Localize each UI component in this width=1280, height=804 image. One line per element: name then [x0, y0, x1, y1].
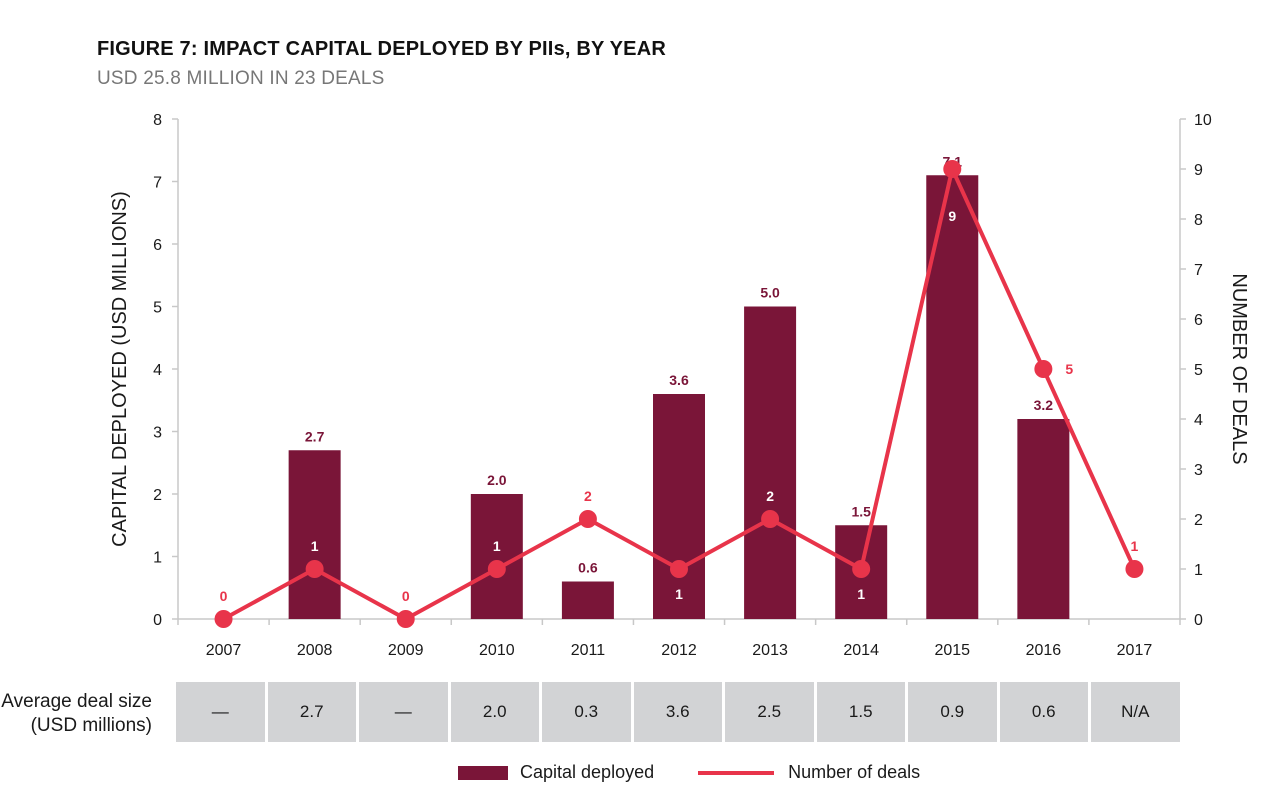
- deal-point-2012: [670, 560, 688, 578]
- bar-label-2012: 3.6: [669, 372, 689, 388]
- right-tick-label: 7: [1194, 262, 1203, 279]
- x-tick-label: 2007: [206, 642, 242, 659]
- bar-2016: [1017, 419, 1070, 619]
- deal-point-2008: [305, 560, 324, 578]
- deal-point-2015: [943, 160, 962, 178]
- avg-cell-2010: 2.0: [450, 682, 539, 742]
- bar-label-2008: 2.7: [305, 428, 325, 444]
- x-tick-label: 2013: [752, 642, 788, 659]
- left-tick-label: 0: [153, 612, 162, 629]
- left-tick-label: 1: [153, 550, 162, 567]
- x-tick-label: 2011: [571, 642, 606, 659]
- x-tick-label: 2010: [479, 642, 515, 659]
- deal-point-2009: [396, 610, 415, 628]
- left-tick-label: 5: [153, 300, 162, 317]
- legend-label-capital: Capital deployed: [520, 762, 655, 782]
- avg-cell-2011: 0.3: [542, 682, 631, 742]
- left-tick-label: 7: [153, 175, 162, 192]
- right-tick-label: 5: [1194, 362, 1203, 379]
- bar-label-2010: 2.0: [487, 472, 507, 488]
- right-tick-label: 9: [1194, 162, 1203, 179]
- bar-2011: [561, 581, 614, 619]
- left-tick-label: 6: [153, 237, 162, 254]
- deal-label-2014: 1: [857, 586, 865, 602]
- x-tick-label: 2017: [1117, 642, 1153, 659]
- x-tick-label: 2012: [661, 642, 697, 659]
- average-deal-size-title-line1: Average deal size: [1, 691, 152, 712]
- deal-label-2007: 0: [220, 588, 228, 604]
- avg-cell-2014: 1.5: [816, 682, 905, 742]
- deal-point-2011: [578, 510, 597, 528]
- x-tick-label: 2008: [297, 642, 333, 659]
- avg-cell-2013: 2.5: [725, 682, 814, 742]
- average-deal-size-title-line2: (USD millions): [30, 715, 152, 736]
- right-tick-label: 4: [1194, 412, 1203, 429]
- avg-cell-2009: —: [359, 682, 448, 742]
- legend-line-swatch: [698, 770, 775, 775]
- bar-2010: [470, 494, 523, 619]
- bar-label-2011: 0.6: [578, 560, 598, 576]
- legend-item-capital: Capital deployed: [458, 762, 654, 783]
- x-tick-label: 2015: [934, 642, 970, 659]
- right-tick-label: 0: [1194, 612, 1203, 629]
- deal-point-2016: [1034, 360, 1053, 378]
- left-tick-label: 4: [153, 362, 162, 379]
- chart-legend: Capital deployed Number of deals: [458, 762, 920, 783]
- chart-title: FIGURE 7: IMPACT CAPITAL DEPLOYED BY PII…: [97, 38, 666, 60]
- deal-point-2007: [214, 610, 233, 628]
- right-tick-label: 2: [1194, 512, 1203, 529]
- x-tick-label: 2014: [843, 642, 879, 659]
- avg-cell-2016: 0.6: [999, 682, 1088, 742]
- deal-label-2015: 9: [948, 208, 956, 224]
- right-tick-label: 6: [1194, 312, 1203, 329]
- bar-label-2014: 1.5: [851, 503, 871, 519]
- legend-bar-swatch: [458, 765, 508, 780]
- bar-2008: [288, 450, 341, 619]
- average-deal-size-title: Average deal size (USD millions): [0, 690, 152, 738]
- bar-2012: [653, 394, 705, 619]
- deal-label-2011: 2: [584, 488, 592, 504]
- deal-label-2016: 5: [1065, 361, 1073, 377]
- deal-label-2008: 1: [311, 538, 319, 554]
- deal-label-2012: 1: [675, 586, 683, 602]
- left-tick-label: 8: [153, 112, 162, 129]
- deal-label-2010: 1: [493, 538, 501, 554]
- deal-label-2013: 2: [766, 488, 774, 504]
- avg-cell-2007: —: [176, 682, 265, 742]
- bar-label-2013: 5.0: [760, 285, 780, 301]
- chart-subtitle: USD 25.8 MILLION IN 23 DEALS: [97, 68, 385, 89]
- y2-axis-title: NUMBER OF DEALS: [1228, 273, 1250, 464]
- avg-cell-2015: 0.9: [908, 682, 997, 742]
- average-deal-size-table: — 2.7 — 2.0 0.3 3.6 2.5 1.5 0.9 0.6 N/A: [176, 682, 1180, 742]
- deal-label-2017: 1: [1131, 538, 1139, 554]
- avg-cell-2008: 2.7: [267, 682, 356, 742]
- right-tick-label: 10: [1194, 112, 1212, 129]
- avg-cell-2012: 3.6: [633, 682, 722, 742]
- bar-2013: [744, 306, 797, 619]
- deal-point-2013: [761, 510, 780, 528]
- bar-label-2016: 3.2: [1034, 397, 1054, 413]
- avg-cell-2017: N/A: [1091, 682, 1180, 742]
- legend-label-deals: Number of deals: [788, 762, 921, 782]
- x-tick-label: 2009: [388, 642, 424, 659]
- left-tick-label: 3: [153, 425, 162, 442]
- deal-point-2014: [852, 560, 871, 578]
- left-tick-label: 2: [153, 487, 162, 504]
- deal-label-2009: 0: [402, 588, 410, 604]
- legend-item-deals: Number of deals: [698, 762, 920, 783]
- y-axis-title: CAPITAL DEPLOYED (USD MILLIONS): [109, 191, 131, 547]
- right-tick-label: 3: [1194, 462, 1203, 479]
- deal-point-2017: [1125, 560, 1144, 578]
- right-tick-label: 1: [1194, 562, 1203, 579]
- deal-point-2010: [487, 560, 506, 578]
- right-tick-label: 8: [1194, 212, 1203, 229]
- x-tick-label: 2016: [1026, 642, 1062, 659]
